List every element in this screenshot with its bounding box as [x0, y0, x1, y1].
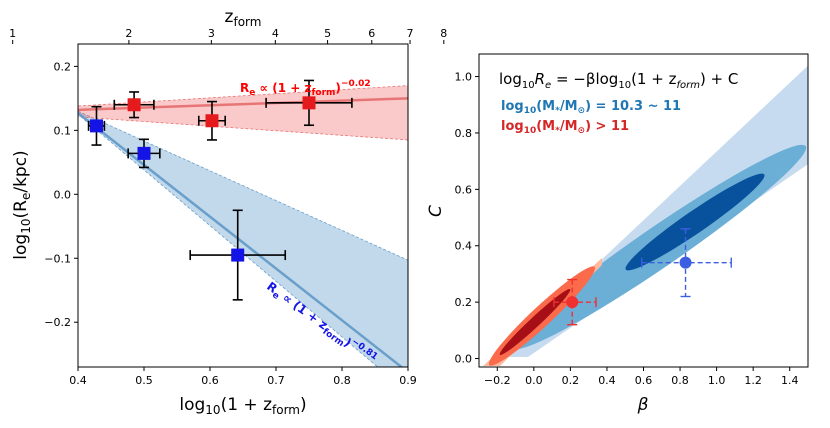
top-tick-label: 2 — [125, 27, 132, 40]
y-tick-label: 0.8 — [455, 127, 473, 140]
y-tick-label: 0.6 — [455, 183, 473, 196]
top-tick-label: 4 — [272, 27, 279, 40]
x-ticks: 0.4 0.5 0.6 0.7 0.8 0.9 — [69, 367, 417, 387]
y-tick-label: 0.4 — [455, 240, 473, 253]
top-tick-label: 5 — [324, 27, 331, 40]
red-data-point — [265, 79, 353, 127]
blue-best-fit-point — [640, 228, 732, 298]
x-tick-label: 0.2 — [562, 374, 580, 387]
blue-fit-band — [78, 110, 408, 367]
x-tick-label: −0.2 — [484, 374, 511, 387]
circle-marker — [566, 296, 579, 309]
square-marker — [137, 146, 151, 160]
equation-label: log10Re = −βlog10(1 + zform) + C — [499, 70, 738, 91]
red-fit-label: Re ∝ (1 + zform)−0.02 — [240, 79, 371, 98]
fit-bands — [78, 85, 408, 367]
blue-data-point — [189, 209, 287, 301]
blue-data-point — [127, 138, 161, 169]
legend-blue: log10(M*/M⊙) = 10.3 ~ 11 — [501, 99, 681, 116]
right-panel: −0.2 0.0 0.2 0.4 0.6 0.8 1.0 1.2 1.4 0.00.20.40.… — [426, 53, 809, 415]
y-tick-label: 0.2 — [54, 60, 72, 73]
y-tick-label: −0.1 — [44, 252, 71, 265]
right-x-axis-label: β — [637, 395, 649, 415]
x-tick-label: 0.7 — [267, 374, 285, 387]
red-contour-1sigma — [499, 289, 571, 355]
top-tick-label: 3 — [208, 27, 215, 40]
right-y-ticks: 0.0 0.2 0.4 0.6 0.8 1.0 — [455, 71, 479, 366]
y-tick-label: 0.0 — [455, 353, 473, 366]
data-points — [87, 79, 353, 301]
red-fit-band — [78, 85, 408, 141]
y-tick-label: 0.1 — [54, 124, 72, 137]
x-tick-label: 0.8 — [671, 374, 689, 387]
legend-red: log10(M*/M⊙) > 11 — [501, 119, 629, 136]
x-tick-label: 0.5 — [135, 374, 153, 387]
x-tick-label: 0.0 — [525, 374, 543, 387]
best-fit-points — [553, 228, 732, 326]
square-marker — [127, 98, 141, 112]
y-tick-label: 0.0 — [54, 188, 72, 201]
y-tick-label: −0.2 — [44, 316, 71, 329]
square-marker — [89, 119, 103, 133]
x-tick-label: 1.0 — [708, 374, 726, 387]
square-marker — [205, 114, 219, 128]
x-tick-label: 0.6 — [635, 374, 653, 387]
x-tick-label: 1.2 — [744, 374, 762, 387]
top-tick-label: 8 — [440, 27, 447, 40]
blue-fit-line — [78, 112, 404, 367]
x-tick-label: 1.4 — [781, 374, 799, 387]
blue-data-point — [87, 105, 106, 146]
x-tick-label: 0.8 — [333, 374, 351, 387]
posterior-contours — [483, 65, 808, 366]
left-panel: 0.4 0.5 0.6 0.7 0.8 0.9 0.2 0.1 0.0 −0.1 −0.2 1 2 3… — [9, 7, 447, 417]
right-x-ticks: −0.2 0.0 0.2 0.4 0.6 0.8 1.0 1.2 1.4 — [484, 367, 799, 387]
x-tick-label: 0.4 — [598, 374, 616, 387]
y-tick-label: 1.0 — [455, 71, 473, 84]
square-marker — [231, 248, 245, 262]
x-tick-label: 0.6 — [201, 374, 219, 387]
blue-contour-1sigma — [625, 173, 765, 271]
top-tick-label: 1 — [9, 27, 16, 40]
top-tick-label: 7 — [407, 27, 414, 40]
circle-marker — [679, 256, 692, 269]
square-marker — [302, 96, 316, 110]
red-best-fit-point — [553, 278, 597, 326]
y-tick-label: 0.2 — [455, 296, 473, 309]
left-x-axis-label: log10(1 + zform) — [179, 395, 306, 417]
red-data-point — [197, 100, 226, 141]
right-y-axis-label: C — [426, 205, 446, 217]
top-x-ticks: 1 2 3 4 5 6 7 8 — [9, 27, 447, 44]
y-ticks: 0.2 0.1 0.0 −0.1 −0.2 — [44, 60, 78, 329]
left-y-axis-label: log10(Re/kpc) — [11, 150, 33, 259]
top-tick-label: 6 — [368, 27, 375, 40]
top-x-axis-label: zform — [225, 7, 262, 29]
x-tick-label: 0.4 — [69, 374, 87, 387]
left-plot-frame — [77, 43, 409, 368]
x-tick-label: 0.9 — [399, 374, 417, 387]
red-data-point — [113, 91, 155, 119]
